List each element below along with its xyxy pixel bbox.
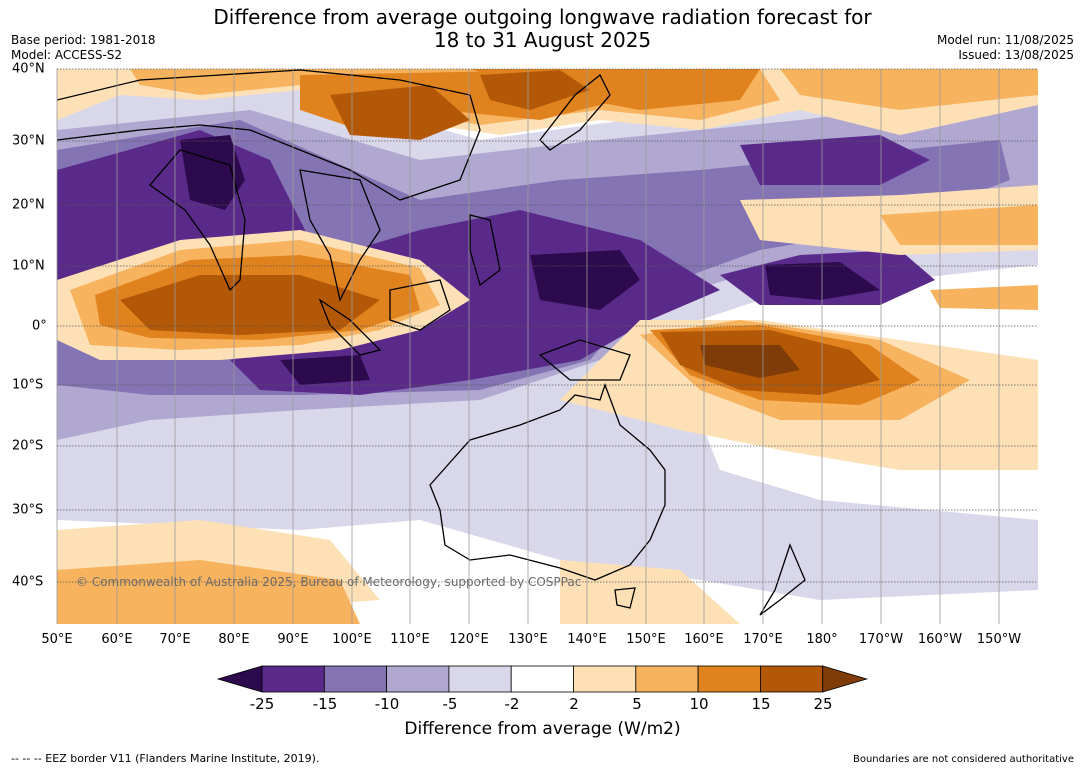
colorbar-swatch: [635, 665, 699, 693]
colorbar-tick: -2: [504, 695, 520, 713]
lon-label: 170°W: [858, 632, 904, 647]
coastline-china: [57, 69, 481, 201]
copyright-notice: © Commonwealth of Australia 2025, Bureau…: [76, 575, 582, 589]
lon-label: 80°E: [218, 632, 250, 647]
lon-label: 70°E: [159, 632, 191, 647]
base-period: Base period: 1981-2018: [11, 33, 156, 47]
anomaly-region-pos-25-pacific: [700, 345, 800, 378]
coastline-tasmania: [614, 587, 636, 609]
title-line-1: Difference from average outgoing longwav…: [213, 5, 872, 29]
colorbar-tick: -10: [374, 695, 400, 713]
lon-label: 90°E: [277, 632, 309, 647]
coastline-india: [149, 149, 246, 292]
colorbar-tick: 25: [813, 695, 833, 713]
colorbar-extend-high: [822, 665, 869, 693]
anomaly-region-neg-25b: [530, 250, 640, 310]
anomaly-region-neg-25: [180, 135, 245, 210]
meta-right: Model run: 11/08/2025 Issued: 13/08/2025: [937, 33, 1074, 63]
coastline-philippines: [469, 214, 501, 287]
boundary-disclaimer: Boundaries are not considered authoritat…: [852, 754, 1074, 765]
coastline-sumatra: [318, 298, 382, 356]
lon-label: 120°E: [449, 632, 489, 647]
colorbar-tick: 5: [632, 695, 642, 713]
colorbar-tick: -25: [249, 695, 275, 713]
anomaly-region-pos-15-north: [330, 85, 470, 140]
anomaly-region-pos-5-hawaii: [930, 285, 1038, 310]
anomaly-region-neg-25d: [280, 355, 370, 385]
colorbar-swatch: [448, 665, 512, 693]
anomaly-region-pos-5-south: [57, 560, 360, 624]
colorbar-swatches: [216, 665, 869, 693]
colorbar-label: Difference from average (W/m2): [404, 719, 681, 739]
anomaly-field: [57, 69, 1038, 624]
coastline-australia: [429, 383, 666, 581]
lon-label: 130°E: [508, 632, 548, 647]
lat-label: 0°: [32, 318, 47, 334]
colorbar-swatch: [510, 665, 574, 693]
colorbar-tick: -5: [442, 695, 458, 713]
colorbar-tick: -15: [312, 695, 338, 713]
colorbar-swatch: [261, 665, 325, 693]
eez-note: -- -- -- EEZ border V11 (Flanders Marine…: [11, 752, 320, 765]
lon-label: 150°E: [626, 632, 666, 647]
lon-label: 140°E: [567, 632, 607, 647]
lat-label: 10°N: [12, 258, 45, 274]
anomaly-region-pos-15-japan: [480, 70, 590, 110]
anomaly-region-pos-15-indian: [120, 275, 380, 335]
anomaly-region-neg-15b: [740, 135, 930, 185]
lat-label: 30°S: [12, 502, 44, 518]
lon-label: 110°E: [390, 632, 430, 647]
lon-label: 180°: [806, 632, 838, 647]
model-name: Model: ACCESS-S2: [11, 48, 123, 62]
colorbar-tick: 10: [689, 695, 709, 713]
colorbar-swatch: [760, 665, 824, 693]
anomaly-region-pos-5-ne-pacific: [880, 205, 1038, 245]
lon-label: 60°E: [101, 632, 133, 647]
lat-graticule: [57, 68, 1038, 583]
colorbar-tick: 15: [751, 695, 771, 713]
colorbar-swatch: [323, 665, 387, 693]
lon-label: 170°E: [743, 632, 783, 647]
lon-label: 150°W: [976, 632, 1022, 647]
anomaly-region-neg-25c: [765, 262, 880, 300]
lat-label: 30°N: [12, 133, 45, 149]
colorbar-tick: 2: [569, 695, 579, 713]
coastline-new-zealand: [759, 543, 806, 616]
issued-date: Issued: 13/08/2025: [958, 48, 1074, 62]
coastline-japan: [539, 73, 611, 151]
lat-label: 40°S: [12, 574, 44, 590]
colorbar-extend-low: [216, 665, 263, 693]
lon-label: 100°E: [332, 632, 372, 647]
title-line-2: 18 to 31 August 2025: [433, 28, 652, 52]
meta-left: Base period: 1981-2018 Model: ACCESS-S2: [11, 33, 156, 63]
lon-label: 160°E: [684, 632, 724, 647]
coastlines: [57, 69, 806, 616]
lon-label: 160°W: [917, 632, 963, 647]
lat-label: 10°S: [12, 377, 44, 393]
lat-label: 20°N: [12, 197, 45, 213]
coastline-southeast-asia: [299, 169, 381, 302]
lat-label: 40°N: [12, 61, 45, 77]
coastline-borneo: [389, 279, 451, 331]
anomaly-region-pos-5-ne: [780, 69, 1038, 110]
lon-label: 50°E: [41, 632, 73, 647]
model-run: Model run: 11/08/2025: [936, 33, 1074, 47]
colorbar-swatch: [697, 665, 761, 693]
colorbar-swatch: [573, 665, 637, 693]
lat-label: 20°S: [12, 438, 44, 454]
olr-anomaly-map[interactable]: [0, 0, 1085, 660]
colorbar-swatch: [386, 665, 450, 693]
coastline-new-guinea: [538, 339, 631, 381]
graticule: [56, 69, 1000, 624]
